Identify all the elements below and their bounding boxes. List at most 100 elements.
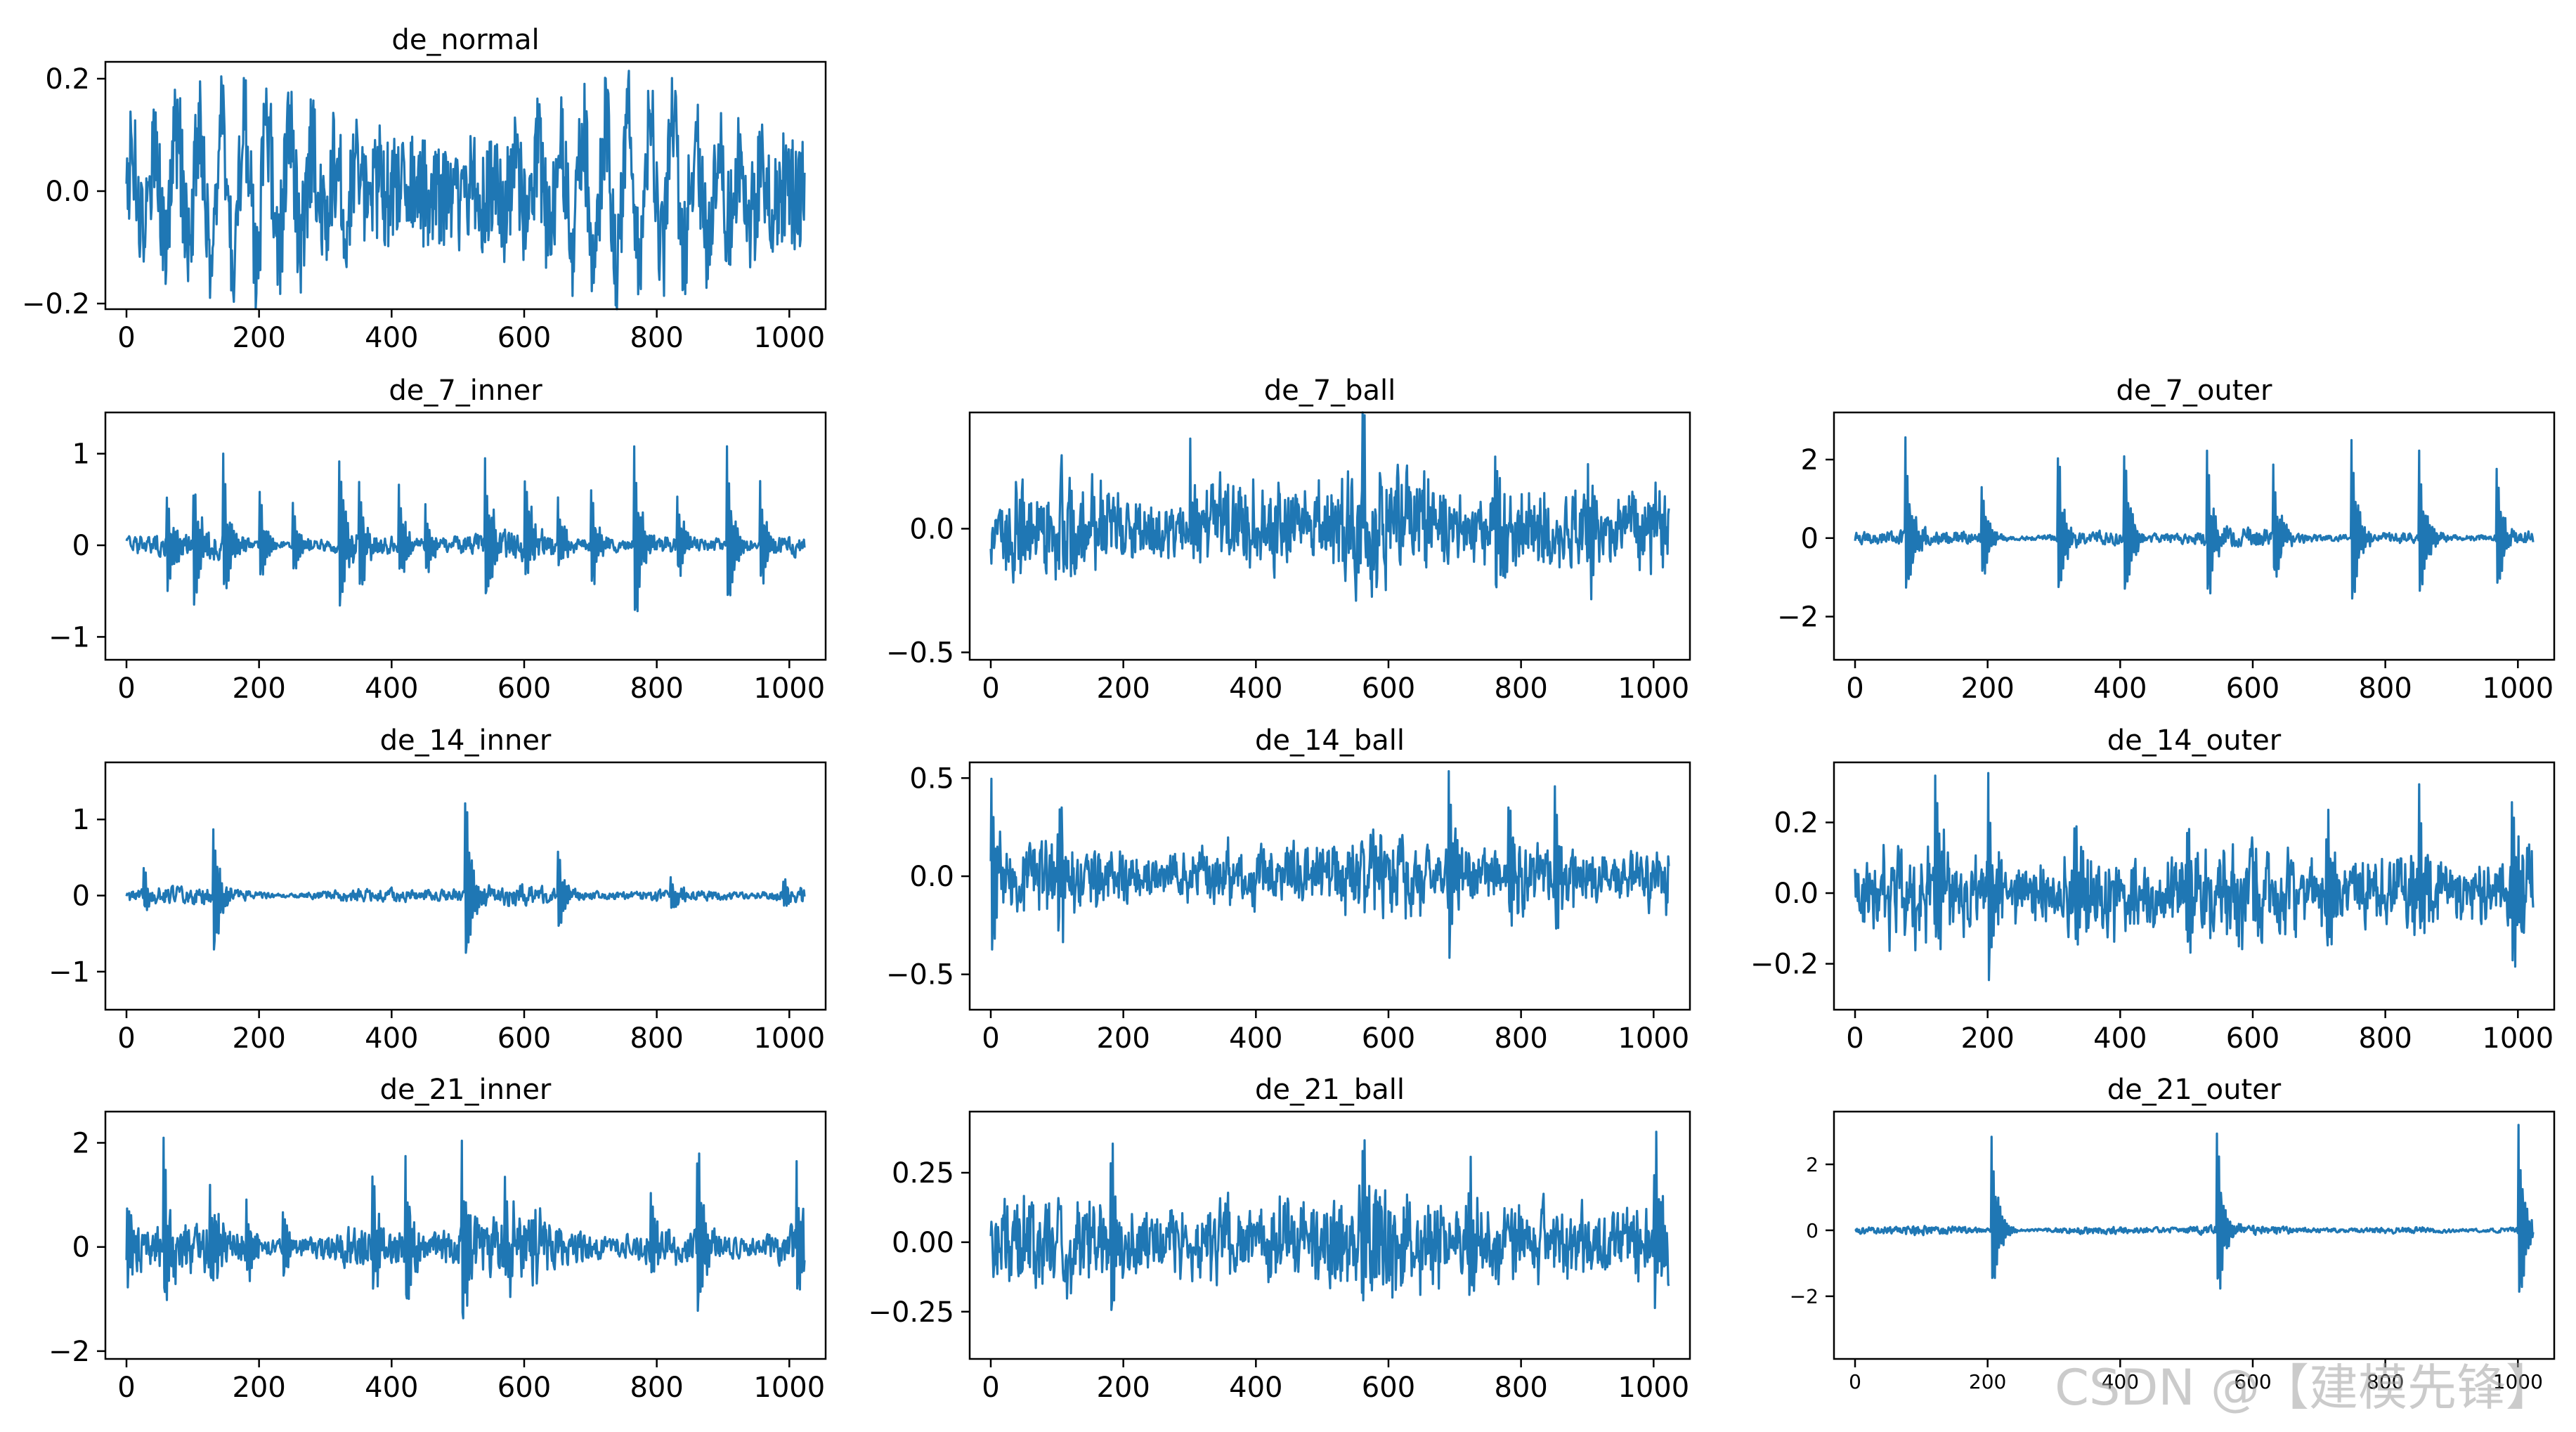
series-line <box>125 1136 806 1320</box>
x-tick-label: 600 <box>497 1022 551 1055</box>
x-tick-label: 1000 <box>753 1022 825 1055</box>
subplot-de_7_ball: de_7_ball 0 200 400 600 800 1000 −0.5 0.0 <box>886 375 1691 705</box>
x-tick-label: 600 <box>1362 672 1415 705</box>
y-tick-label: 2 <box>72 1127 90 1159</box>
x-tick-label: 600 <box>497 322 551 354</box>
y-tick-label: 0 <box>72 1232 90 1264</box>
subplot-title: de_14_outer <box>2107 724 2282 757</box>
x-tick-label: 200 <box>232 1372 285 1404</box>
x-tick-label: 400 <box>1229 672 1282 705</box>
x-tick-label: 200 <box>1096 1372 1150 1404</box>
x-tick-label: 400 <box>2093 672 2147 705</box>
y-tick-label: 0 <box>72 880 90 913</box>
axes-frame <box>104 60 827 311</box>
y-tick-label: 2 <box>1801 444 1819 476</box>
x-tick-label: 0 <box>1846 1022 1863 1055</box>
y-tick-label: −1 <box>48 621 90 653</box>
y-tick-label: −0.2 <box>1750 949 1819 981</box>
x-tick-label: 0 <box>1846 672 1863 705</box>
series-line <box>125 802 806 954</box>
y-tick-label: −0.25 <box>868 1296 954 1329</box>
subplot-title: de_7_inner <box>389 375 542 407</box>
y-tick-label: 0.0 <box>1774 878 1819 910</box>
x-tick-label: 800 <box>630 1372 683 1404</box>
subplot-title: de_21_outer <box>2107 1074 2282 1106</box>
y-tick-label: −2 <box>1790 1285 1819 1308</box>
subplot-title: de_7_outer <box>2116 375 2272 407</box>
x-tick-label: 0 <box>1849 1370 1861 1393</box>
x-tick-label: 0 <box>982 1022 999 1055</box>
series-line <box>989 1131 1670 1311</box>
x-tick-label: 200 <box>1096 672 1150 705</box>
axes-frame <box>1833 1110 2556 1360</box>
y-tick-label: 0.0 <box>909 513 954 545</box>
axes-frame <box>968 411 1691 661</box>
x-tick-label: 600 <box>497 672 551 705</box>
y-tick-label: 0.25 <box>892 1157 954 1190</box>
subplot-title: de_21_inner <box>380 1074 552 1106</box>
axes-frame <box>1833 761 2556 1011</box>
y-tick-label: 0 <box>72 530 90 562</box>
x-tick-label: 200 <box>1969 1370 2006 1393</box>
y-tick-label: −2 <box>1777 601 1819 634</box>
watermark-text: CSDN @【建模先锋】 <box>2055 1359 2555 1417</box>
x-tick-label: 0 <box>117 1022 135 1055</box>
x-tick-label: 600 <box>497 1372 551 1404</box>
x-tick-label: 600 <box>2234 1370 2271 1393</box>
x-tick-label: 1000 <box>753 1372 825 1404</box>
x-tick-label: 800 <box>1494 672 1547 705</box>
x-tick-label: 800 <box>2367 1370 2404 1393</box>
x-tick-label: 400 <box>365 1022 418 1055</box>
y-tick-label: −1 <box>48 956 90 989</box>
x-tick-label: 600 <box>1362 1022 1415 1055</box>
series-line <box>125 70 806 311</box>
x-tick-label: 1000 <box>1618 672 1689 705</box>
y-tick-label: 0.00 <box>892 1227 954 1259</box>
subplot-title: de_normal <box>391 24 539 56</box>
subplot-de_14_inner: de_14_inner 0 200 400 600 800 1000 −1 0 1 <box>48 724 827 1055</box>
axes-frame <box>104 411 827 661</box>
x-tick-label: 0 <box>982 1372 999 1404</box>
axes-frame <box>968 1110 1691 1360</box>
series-line <box>1854 772 2535 982</box>
subplot-de_21_ball: de_21_ball 0 200 400 600 800 1000 −0.25 0.00 0.25 <box>868 1074 1691 1404</box>
x-tick-label: 400 <box>365 1372 418 1404</box>
x-tick-label: 200 <box>232 1022 285 1055</box>
x-tick-label: 1000 <box>753 322 825 354</box>
y-tick-label: 0.0 <box>45 176 90 208</box>
x-tick-label: 1000 <box>2482 672 2554 705</box>
axes-frame <box>104 1110 827 1360</box>
y-tick-label: 0.2 <box>45 63 90 96</box>
x-tick-label: 600 <box>2226 1022 2279 1055</box>
x-tick-label: 800 <box>2358 672 2412 705</box>
y-tick-label: 0.5 <box>909 762 954 795</box>
x-tick-label: 800 <box>630 322 683 354</box>
x-tick-label: 200 <box>1960 672 2014 705</box>
subplot-de_14_ball: de_14_ball 0 200 400 600 800 1000 −0.5 0.0 0.5 <box>886 724 1691 1055</box>
x-tick-label: 800 <box>2358 1022 2412 1055</box>
subplot-title: de_21_ball <box>1255 1074 1405 1106</box>
y-tick-label: 2 <box>1806 1153 1819 1176</box>
x-tick-label: 200 <box>232 322 285 354</box>
x-tick-label: 600 <box>2226 672 2279 705</box>
x-tick-label: 200 <box>1960 1022 2014 1055</box>
x-tick-label: 1000 <box>1618 1022 1689 1055</box>
subplot-de_normal: de_normal 0 200 400 600 800 1000 −0.2 0.0 0.2 <box>22 24 827 354</box>
x-tick-label: 800 <box>1494 1022 1547 1055</box>
y-tick-label: 0.0 <box>909 861 954 893</box>
x-tick-label: 1000 <box>753 672 825 705</box>
y-tick-label: 1 <box>72 804 90 836</box>
subplot-title: de_7_ball <box>1264 375 1396 407</box>
x-tick-label: 600 <box>1362 1372 1415 1404</box>
axes-frame <box>1833 411 2556 661</box>
y-tick-label: −0.5 <box>886 637 954 669</box>
x-tick-label: 0 <box>117 322 135 354</box>
x-tick-label: 400 <box>365 672 418 705</box>
subplot-de_7_inner: de_7_inner 0 200 400 600 800 1000 −1 0 1 <box>48 375 827 705</box>
y-tick-label: 1 <box>72 438 90 471</box>
y-tick-label: −2 <box>48 1336 90 1368</box>
x-tick-label: 0 <box>982 672 999 705</box>
x-tick-label: 400 <box>2093 1022 2147 1055</box>
x-tick-label: 400 <box>2102 1370 2139 1393</box>
x-tick-label: 1000 <box>2482 1022 2554 1055</box>
